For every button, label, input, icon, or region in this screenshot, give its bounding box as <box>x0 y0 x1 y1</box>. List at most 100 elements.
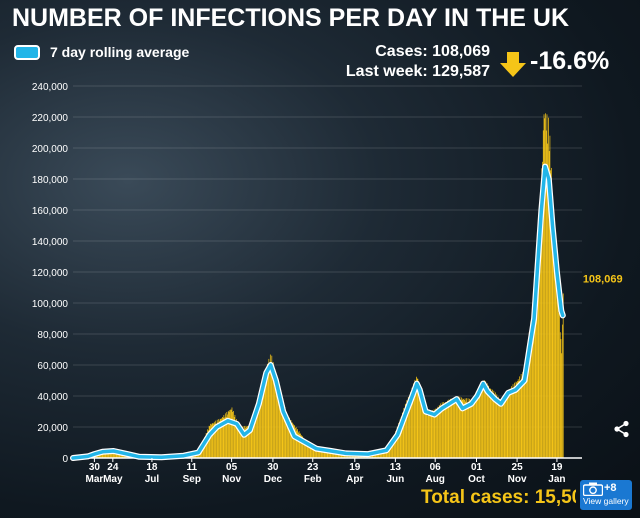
daily-case-bar <box>264 369 266 458</box>
daily-case-bar <box>398 422 400 458</box>
gallery-count: +8 <box>604 482 617 494</box>
daily-case-bar <box>396 431 397 458</box>
daily-case-bar <box>393 438 394 458</box>
daily-case-bar <box>303 438 304 458</box>
daily-case-bar <box>238 426 239 458</box>
daily-case-bar <box>469 402 471 458</box>
daily-case-bar <box>265 369 267 458</box>
x-tick-day-label: 30 <box>89 462 101 473</box>
daily-case-bar <box>420 392 422 458</box>
daily-case-bar <box>445 402 447 458</box>
daily-case-bar <box>534 303 535 458</box>
daily-case-bar <box>238 427 240 458</box>
daily-case-bar <box>319 448 321 458</box>
daily-case-bar <box>505 397 507 458</box>
daily-case-bar <box>216 419 218 458</box>
daily-case-bar <box>295 427 296 458</box>
daily-case-bar <box>474 394 476 458</box>
daily-case-bar <box>205 436 206 458</box>
daily-case-bar <box>399 419 401 458</box>
daily-case-bar <box>289 417 290 458</box>
daily-case-bar <box>224 417 225 458</box>
stats-block: Cases: 108,069 Last week: 129,587 <box>346 42 490 82</box>
x-tick-day-label: 24 <box>107 462 119 473</box>
daily-case-bar <box>525 358 526 458</box>
daily-case-bar <box>264 376 265 458</box>
daily-case-bar <box>229 410 231 458</box>
daily-case-bar <box>311 446 313 458</box>
daily-case-bar <box>236 419 237 458</box>
daily-case-bar <box>537 278 538 458</box>
daily-case-bar <box>466 398 467 458</box>
daily-case-bar <box>427 415 428 458</box>
daily-case-bar <box>242 426 244 458</box>
daily-case-bar <box>334 451 336 458</box>
daily-case-bar <box>494 392 496 458</box>
daily-case-bar <box>487 388 489 458</box>
daily-case-bar <box>446 402 448 458</box>
daily-case-bar <box>413 389 415 458</box>
daily-case-bar <box>424 403 425 458</box>
daily-case-bar <box>465 401 467 458</box>
daily-case-bar <box>255 416 256 458</box>
daily-case-bar <box>228 412 230 458</box>
change-percent: -16.6% <box>530 47 610 75</box>
daily-case-bar <box>320 448 321 458</box>
daily-case-bar <box>310 446 312 458</box>
daily-case-bar <box>331 451 333 458</box>
daily-case-bar <box>318 448 320 458</box>
daily-case-bar <box>471 401 473 458</box>
daily-case-bar <box>464 398 466 458</box>
daily-case-bar <box>226 411 228 458</box>
daily-case-bar <box>553 213 554 458</box>
daily-case-bar <box>284 407 286 458</box>
daily-case-bar <box>213 421 215 458</box>
daily-case-bar <box>317 448 318 458</box>
daily-case-bar <box>554 236 556 458</box>
view-gallery-button[interactable]: +8 View gallery <box>580 480 632 510</box>
daily-case-bar <box>541 168 543 458</box>
daily-case-bar <box>275 372 276 458</box>
daily-case-bar <box>255 414 257 458</box>
daily-case-bar <box>244 425 245 458</box>
daily-case-bar <box>468 403 470 458</box>
daily-case-bar <box>324 448 326 458</box>
share-icon[interactable] <box>613 420 631 438</box>
daily-case-bar <box>562 293 564 458</box>
daily-case-bar <box>399 422 400 458</box>
y-tick-label: 0 <box>62 454 68 465</box>
daily-case-bar <box>508 391 509 458</box>
daily-case-bar <box>253 423 255 458</box>
daily-case-bar <box>400 417 402 458</box>
x-tick-month-label: Nov <box>222 474 241 485</box>
daily-case-bar <box>550 170 552 458</box>
daily-case-bar <box>493 390 495 458</box>
daily-case-bar <box>439 408 441 458</box>
daily-case-bar <box>256 410 258 458</box>
daily-case-bar <box>523 366 525 458</box>
daily-case-bar <box>511 386 512 458</box>
daily-case-bar <box>109 450 111 458</box>
daily-case-bar <box>331 450 332 458</box>
daily-case-bar <box>207 430 209 458</box>
daily-case-bar <box>517 381 518 458</box>
daily-case-bar <box>435 408 436 458</box>
daily-case-bar <box>438 408 439 458</box>
daily-case-bar <box>333 451 335 458</box>
daily-case-bar <box>293 425 295 458</box>
daily-case-bar <box>212 423 214 458</box>
daily-case-bar <box>448 399 450 458</box>
y-tick-label: 40,000 <box>37 392 68 403</box>
daily-case-bar <box>548 117 549 459</box>
x-tick-day-label: 11 <box>186 462 197 473</box>
daily-case-bar <box>397 427 399 458</box>
daily-case-bar <box>279 386 281 458</box>
daily-case-bar <box>469 398 470 458</box>
daily-case-bar <box>536 290 538 458</box>
daily-case-bar <box>542 161 543 459</box>
daily-case-bar <box>492 389 493 458</box>
daily-case-bar <box>245 425 247 458</box>
daily-case-bar <box>287 415 289 458</box>
daily-case-bar <box>211 423 213 458</box>
daily-case-bar <box>463 399 465 458</box>
